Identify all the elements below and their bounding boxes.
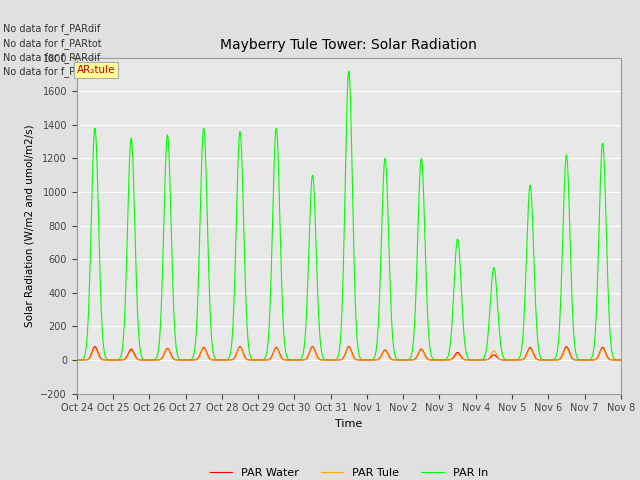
PAR In: [376, 273, 384, 278]
X-axis label: Time: Time: [335, 419, 362, 429]
PAR Water: [73, 357, 81, 363]
PAR In: [507, 357, 515, 363]
PAR In: [584, 357, 592, 363]
PAR Tule: [236, 345, 244, 350]
Text: No data for f_PARdif: No data for f_PARdif: [3, 23, 100, 34]
Line: PAR Tule: PAR Tule: [77, 348, 621, 360]
Y-axis label: Solar Radiation (W/m2 and umol/m2/s): Solar Radiation (W/m2 and umol/m2/s): [25, 124, 35, 327]
PAR Water: [617, 357, 625, 363]
PAR In: [345, 68, 353, 74]
PAR In: [472, 357, 479, 363]
PAR Water: [584, 357, 592, 363]
PAR Tule: [569, 357, 577, 362]
Line: PAR Water: PAR Water: [77, 347, 621, 360]
PAR In: [225, 356, 232, 361]
PAR Tule: [73, 357, 81, 363]
PAR Tule: [376, 355, 384, 361]
PAR Water: [91, 344, 99, 349]
PAR Tule: [584, 357, 591, 363]
PAR In: [73, 357, 81, 363]
Text: No data for f_PARdif: No data for f_PARdif: [3, 52, 100, 63]
PAR Water: [376, 355, 384, 360]
PAR Tule: [617, 357, 625, 363]
PAR Water: [507, 357, 515, 363]
PAR Water: [569, 356, 577, 362]
Text: No data for f_PARtot: No data for f_PARtot: [3, 66, 102, 77]
PAR In: [365, 357, 372, 363]
PAR Tule: [365, 357, 372, 363]
PAR Water: [365, 357, 372, 363]
PAR Tule: [225, 357, 232, 363]
PAR In: [617, 357, 625, 363]
Title: Mayberry Tule Tower: Solar Radiation: Mayberry Tule Tower: Solar Radiation: [220, 38, 477, 52]
PAR Water: [472, 357, 479, 363]
PAR In: [569, 317, 577, 323]
Text: AR₂tule: AR₂tule: [77, 65, 115, 75]
PAR Water: [225, 357, 232, 363]
Legend: PAR Water, PAR Tule, PAR In: PAR Water, PAR Tule, PAR In: [205, 463, 492, 480]
PAR Tule: [507, 357, 515, 363]
Text: No data for f_PARtot: No data for f_PARtot: [3, 37, 102, 48]
Line: PAR In: PAR In: [77, 71, 621, 360]
